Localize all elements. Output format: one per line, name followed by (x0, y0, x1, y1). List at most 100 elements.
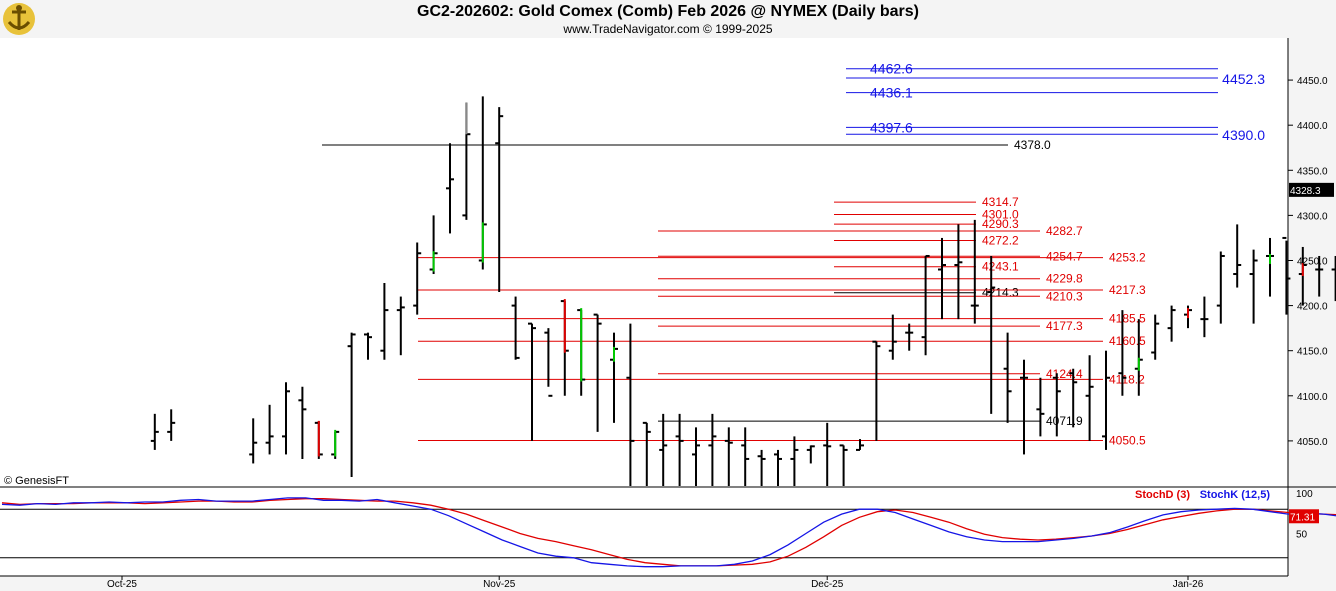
projection-label: 4462.6 (870, 61, 913, 77)
y-tick-label: 4100.0 (1297, 392, 1328, 403)
level-label: 4253.2 (1109, 251, 1146, 265)
ohlc-bar (806, 445, 815, 464)
level-label: 4210.3 (1046, 289, 1083, 303)
level-label: 4118.2 (1109, 372, 1145, 386)
ohlc-bar (757, 449, 766, 486)
ohlc-bar (1085, 355, 1094, 441)
ohlc-bar (642, 421, 651, 486)
level-label: 4217.3 (1109, 283, 1146, 297)
ohlc-bar (872, 340, 881, 441)
ohlc-bar (364, 332, 372, 360)
y-tick-label: 4200.0 (1297, 302, 1328, 313)
gold-anchor-icon (3, 3, 35, 35)
ohlc-bar (1216, 251, 1225, 324)
ohlc-bar (774, 449, 782, 486)
ohlc-bar (724, 427, 733, 486)
level-label: 4160.5 (1109, 334, 1146, 348)
ohlc-bar (1102, 350, 1110, 450)
projection-label: 4390.0 (1222, 127, 1265, 143)
ohlc-bar (987, 255, 996, 414)
ohlc-bar (265, 404, 274, 455)
y-tick-label: 4050.0 (1297, 437, 1328, 448)
ohlc-bar (741, 427, 750, 486)
ohlc-bar (1233, 224, 1242, 288)
projection-label: 4452.3 (1222, 71, 1265, 87)
ohlc-bar (954, 224, 963, 320)
x-tick-label: Oct-25 (107, 579, 137, 590)
level-label: 4185.5 (1109, 312, 1146, 326)
level-label: 4071.9 (1046, 414, 1083, 428)
ohlc-bar (626, 323, 635, 486)
ohlc-bar (888, 314, 897, 360)
ohlc-bar (905, 323, 914, 351)
y-tick-label: 4250.0 (1297, 256, 1328, 267)
stoch-y-tick-label: 50 (1296, 530, 1308, 541)
ohlc-bar (1036, 377, 1045, 437)
ohlc-bar (675, 413, 684, 486)
ohlc-bar (429, 215, 438, 275)
ohlc-bar (659, 413, 668, 486)
ohlc-bar (314, 420, 323, 459)
bars-layer (150, 96, 1336, 486)
level-label: 4272.2 (982, 233, 1019, 247)
ohlc-bar (1200, 296, 1209, 338)
ohlc-bar (856, 439, 864, 451)
chart-header: GC2-202602: Gold Comex (Comb) Feb 2026 @… (0, 0, 1336, 38)
ohlc-bar (380, 283, 389, 360)
level-label: 4301.0 (982, 207, 1019, 221)
y-axis-panel (1288, 38, 1336, 576)
level-label: 4124.4 (1046, 367, 1083, 381)
ohlc-bar (708, 413, 717, 486)
ohlc-bar (1249, 249, 1258, 324)
x-tick-label: Jan-26 (1173, 579, 1204, 590)
ohlc-bar (823, 422, 832, 486)
projection-label: 4397.6 (870, 119, 913, 135)
level-label: 4229.8 (1046, 272, 1083, 286)
x-tick-label: Dec-25 (811, 579, 844, 590)
ohlc-bar (528, 322, 536, 441)
ohlc-bar (167, 409, 176, 441)
stochd-legend: StochD (3) (1135, 489, 1190, 501)
ohlc-bar (1020, 359, 1028, 455)
ohlc-bar (1315, 255, 1324, 297)
stoch-value-tag (1289, 509, 1319, 524)
ohlc-bar (610, 332, 618, 423)
ohlc-bar (1069, 368, 1078, 428)
watermark: © GenesisFT (4, 475, 69, 487)
ohlc-bar (495, 107, 504, 293)
ohlc-bar (560, 299, 569, 396)
ohlc-bar (970, 219, 979, 324)
level-label: 4243.1 (982, 260, 1019, 274)
level-label: 4254.7 (1046, 249, 1083, 263)
ohlc-bar (593, 313, 602, 432)
level-label: 4177.3 (1046, 319, 1083, 333)
ohlc-bar (1282, 236, 1291, 315)
last-price-label: 4328.3 (1290, 186, 1321, 197)
ohlc-bar (446, 143, 454, 234)
ohlc-bar (1118, 310, 1127, 396)
axis-layer: 4450.0 4400.0 4350.0 4300.0 4250.0 4200.0 4150… (107, 76, 1334, 590)
ohlc-bar (1003, 332, 1012, 423)
ohlc-bar (462, 102, 471, 220)
ohlc-bar (544, 328, 553, 397)
projection-label: 4436.1 (870, 85, 913, 101)
ohlc-bar (938, 237, 946, 320)
stoch-line-stochK (1, 497, 1336, 568)
ohlc-bar (331, 429, 340, 459)
ohlc-bar (577, 308, 586, 396)
level-label: 4314.7 (982, 195, 1019, 209)
y-tick-label: 4150.0 (1297, 347, 1328, 358)
chart-title: GC2-202602: Gold Comex (Comb) Feb 2026 @… (417, 3, 919, 20)
ohlc-bar (1167, 305, 1176, 342)
ohlc-bar (396, 296, 405, 356)
ohlc-bar (1184, 305, 1192, 329)
stoch-value-label: 71.31 (1290, 512, 1315, 523)
stoch-line-stochD (1, 498, 1336, 567)
ohlc-bar (1266, 237, 1274, 297)
ohlc-bar (839, 444, 848, 486)
ohlc-bar (790, 436, 799, 486)
last-price-tag (1289, 182, 1334, 197)
chart-subtitle: www.TradeNavigator.com © 1999-2025 (563, 22, 773, 36)
level-label: 4050.5 (1109, 433, 1146, 447)
